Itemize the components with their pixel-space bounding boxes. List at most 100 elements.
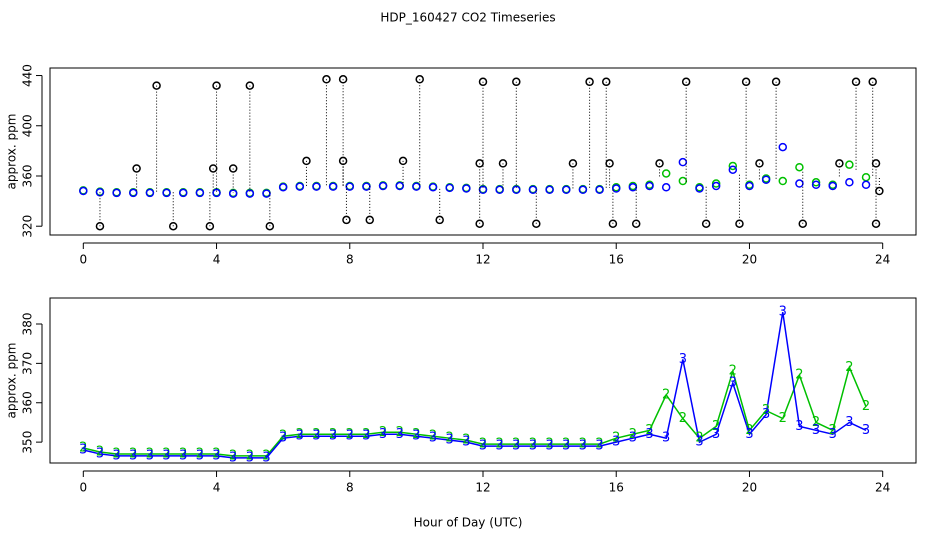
data-point [145, 188, 155, 198]
x-tick-label: 20 [742, 481, 757, 495]
point-marker: 3 [229, 450, 237, 465]
point-marker: 3 [379, 427, 387, 442]
point-marker: 2 [829, 423, 837, 438]
data-point [208, 164, 218, 173]
data-point [79, 186, 88, 196]
data-point [735, 219, 744, 228]
point-marker: 3 [645, 427, 653, 442]
data-point [605, 159, 614, 168]
data-point [262, 189, 271, 198]
data-point [112, 188, 121, 198]
point-marker: 3 [845, 415, 853, 430]
data-point [711, 181, 721, 191]
data-point [741, 77, 751, 87]
data-point [845, 160, 854, 169]
data-point [95, 221, 105, 231]
data-point [205, 221, 215, 231]
point-marker: 3 [79, 443, 87, 458]
point-marker: 2 [679, 411, 687, 426]
point-marker: 3 [762, 407, 770, 422]
data-point [871, 219, 881, 228]
point-marker: 2 [545, 437, 553, 452]
x-tick-label: 4 [213, 481, 221, 495]
point-marker: 2 [262, 448, 270, 463]
point-marker: 3 [712, 427, 720, 442]
point-marker: 3 [96, 446, 104, 461]
y-axis-label: approx. ppm [5, 343, 19, 419]
point-marker: 2 [246, 448, 254, 463]
x-tick-label: 8 [346, 253, 354, 267]
y-axis-label: approx. ppm [5, 114, 19, 190]
point-marker: 2 [562, 437, 570, 452]
data-point [845, 178, 854, 187]
point-marker: 3 [296, 429, 304, 444]
data-point [811, 178, 821, 187]
data-point [338, 156, 348, 166]
point-marker: 3 [112, 448, 120, 463]
x-axis-label: Hour of Day (UTC) [414, 516, 523, 530]
data-point [611, 184, 621, 193]
point-marker: 2 [779, 411, 787, 426]
data-point [475, 219, 484, 228]
data-point [228, 164, 238, 173]
y-tick-label: 320 [21, 215, 35, 238]
data-point [478, 77, 488, 87]
data-point [875, 186, 884, 196]
point-marker: 3 [795, 419, 803, 434]
point-marker: 2 [229, 448, 237, 463]
point-marker: 2 [96, 444, 104, 459]
point-marker: 2 [129, 446, 137, 461]
data-point [295, 182, 305, 191]
data-point [132, 164, 141, 173]
x-tick-label: 4 [213, 253, 221, 267]
data-point [245, 189, 255, 198]
point-marker: 3 [745, 427, 753, 442]
point-marker: 3 [545, 439, 553, 454]
data-point [771, 77, 781, 87]
x-tick-label: 0 [79, 481, 87, 495]
data-point [761, 175, 771, 185]
point-marker: 3 [595, 439, 603, 454]
data-point [428, 183, 438, 192]
data-point [868, 77, 877, 87]
point-marker: 2 [379, 425, 387, 440]
point-marker: 2 [812, 415, 820, 430]
data-point [861, 180, 871, 190]
point-marker: 3 [162, 448, 170, 463]
data-point [512, 185, 521, 195]
data-point [595, 185, 604, 195]
point-marker: 3 [362, 429, 370, 444]
point-marker: 2 [645, 423, 653, 438]
point-marker: 2 [462, 433, 470, 448]
data-point [851, 77, 861, 87]
data-point [811, 180, 821, 190]
x-tick-label: 0 [79, 253, 87, 267]
point-marker: 2 [346, 427, 354, 442]
data-point [545, 185, 554, 195]
data-point [328, 182, 338, 191]
point-marker: 3 [829, 427, 837, 442]
data-point [755, 159, 764, 168]
data-point [798, 219, 808, 228]
data-point [645, 181, 654, 191]
point-marker: 2 [745, 423, 753, 438]
data-point [601, 77, 611, 87]
point-marker: 2 [595, 437, 603, 452]
point-marker: 2 [512, 437, 520, 452]
point-marker: 2 [579, 437, 587, 452]
x-tick-label: 12 [475, 481, 490, 495]
point-marker: 2 [479, 437, 487, 452]
data-point [365, 215, 375, 225]
point-marker: 2 [845, 360, 853, 375]
data-point [728, 161, 738, 171]
data-point [701, 219, 711, 228]
data-point [711, 179, 721, 188]
data-point [728, 165, 738, 174]
point-marker: 3 [479, 439, 487, 454]
data-point [631, 219, 641, 228]
point-marker: 3 [396, 427, 404, 442]
data-point [795, 162, 804, 172]
y-tick-label: 350 [21, 431, 35, 454]
data-point [338, 75, 348, 84]
